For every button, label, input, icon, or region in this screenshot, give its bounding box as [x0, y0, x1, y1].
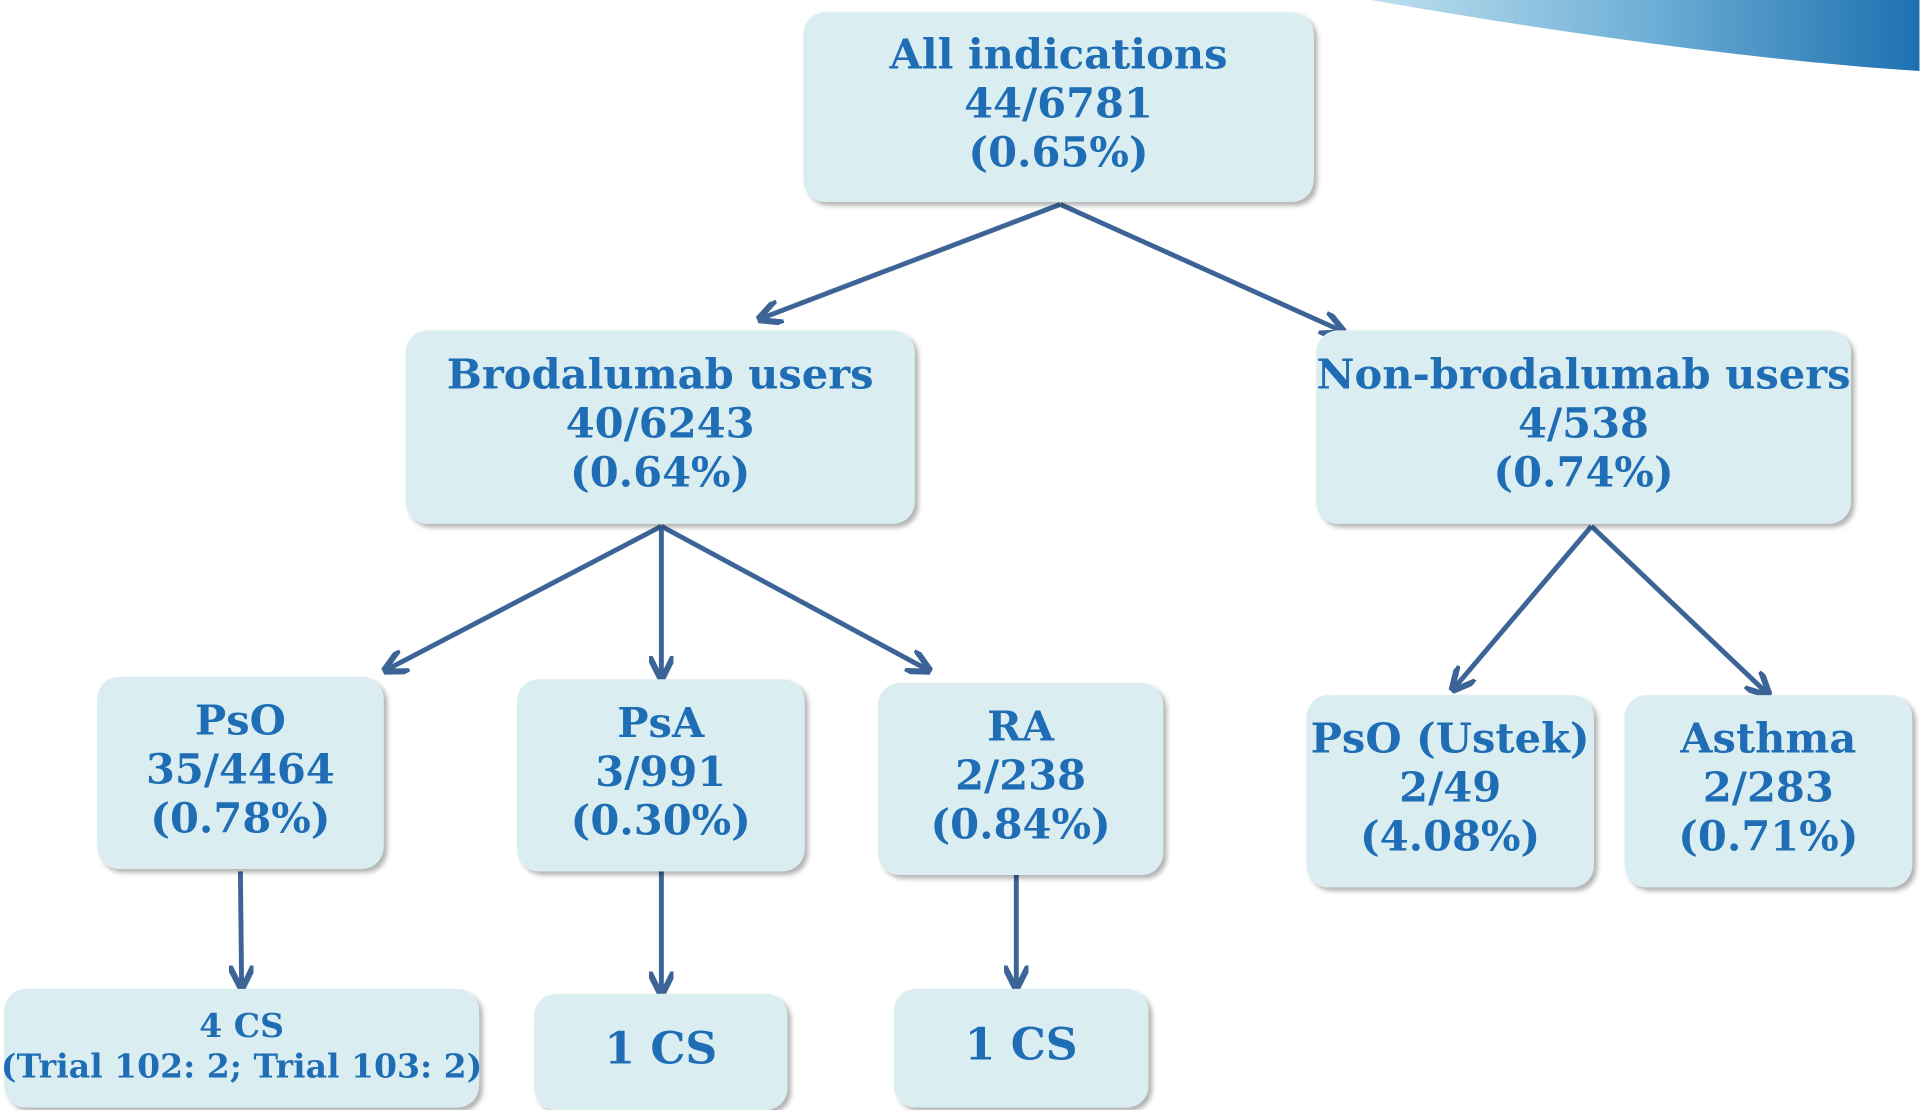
- arrow: [1454, 524, 1594, 688]
- node: 4 CS(Trial 102: 2; Trial 103: 2): [1, 988, 482, 1108]
- node-text: 4/538: [1518, 399, 1649, 448]
- node-text: (0.30%): [571, 796, 751, 845]
- node-box: [803, 12, 1314, 202]
- node: RA2/238(0.84%): [878, 682, 1164, 876]
- node-text: 44/6781: [964, 79, 1153, 128]
- node-text: (0.74%): [1493, 448, 1673, 497]
- node-box: [534, 993, 788, 1110]
- node-box: [878, 682, 1164, 876]
- node-box: [1316, 330, 1851, 524]
- node: 1 CS: [893, 988, 1149, 1108]
- node-text: 1 CS: [965, 1020, 1078, 1071]
- node-box: [1624, 695, 1913, 888]
- node-text: (0.84%): [930, 799, 1110, 848]
- arrow: [762, 202, 1062, 318]
- node: 1 CS: [534, 993, 788, 1110]
- node-box: [97, 676, 384, 869]
- node-text: (0.71%): [1678, 812, 1858, 861]
- arrow: [387, 524, 663, 669]
- node-text: Brodalumab users: [447, 350, 874, 399]
- node-text: All indications: [889, 30, 1228, 79]
- arrow: [660, 524, 927, 669]
- node-text: PsA: [617, 698, 705, 747]
- node-text: (4.08%): [1360, 812, 1540, 861]
- node: PsO (Ustek)2/49(4.08%): [1306, 695, 1594, 888]
- arrows: [240, 202, 1766, 991]
- node-text: RA: [987, 702, 1055, 751]
- node-text: Asthma: [1679, 714, 1856, 763]
- node-box: [516, 679, 805, 872]
- node-text: (0.65%): [968, 128, 1148, 177]
- node-text: 3/991: [595, 747, 726, 796]
- arrow: [1589, 524, 1766, 692]
- node-text: Non-brodalumab users: [1317, 350, 1851, 399]
- decoration-swoosh: [1371, 0, 1920, 71]
- node-text: 2/49: [1399, 763, 1501, 812]
- node-box: [893, 988, 1149, 1108]
- node-text: 2/283: [1703, 763, 1834, 812]
- node-text: (Trial 102: 2; Trial 103: 2): [1, 1046, 482, 1085]
- arrow: [1059, 202, 1340, 330]
- node-text: PsO (Ustek): [1311, 714, 1590, 763]
- node-text: 1 CS: [604, 1023, 717, 1074]
- node-box: [4, 988, 480, 1108]
- node-text: 40/6243: [566, 399, 755, 448]
- node-text: PsO: [195, 695, 286, 744]
- arrow: [240, 871, 241, 985]
- node-text: 4 CS: [199, 1006, 284, 1045]
- node-text: (0.64%): [570, 448, 750, 497]
- node-box: [405, 330, 915, 524]
- node-text: 35/4464: [146, 744, 335, 793]
- node-box: [1306, 695, 1594, 888]
- node-text: (0.78%): [150, 793, 330, 842]
- node-text: 2/238: [955, 750, 1086, 799]
